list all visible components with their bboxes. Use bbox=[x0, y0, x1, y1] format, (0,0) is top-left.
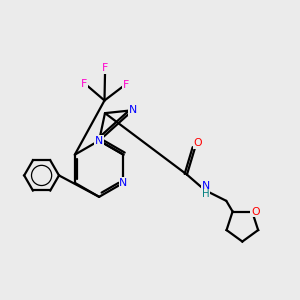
Text: F: F bbox=[102, 63, 108, 74]
Text: F: F bbox=[123, 80, 129, 90]
Text: O: O bbox=[251, 206, 260, 217]
Text: H: H bbox=[202, 189, 209, 199]
Text: N: N bbox=[95, 136, 103, 146]
Text: O: O bbox=[193, 138, 202, 148]
Text: F: F bbox=[81, 80, 88, 89]
Text: N: N bbox=[202, 181, 210, 191]
Text: N: N bbox=[119, 178, 128, 188]
Text: N: N bbox=[129, 105, 137, 115]
Text: N: N bbox=[95, 136, 103, 146]
